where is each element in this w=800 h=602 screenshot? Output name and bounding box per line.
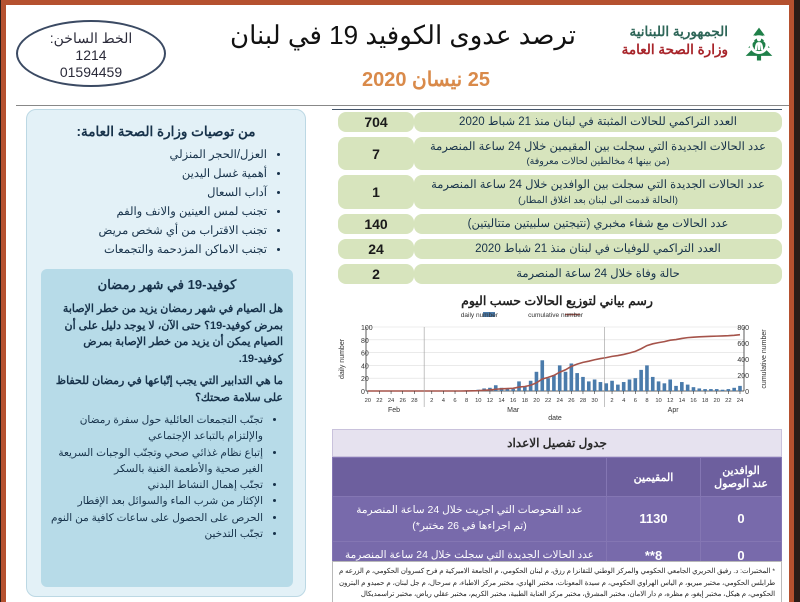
svg-text:cumulative number: cumulative number: [761, 329, 768, 389]
svg-text:0: 0: [361, 389, 365, 396]
svg-text:14: 14: [498, 398, 505, 404]
svg-text:100: 100: [361, 325, 373, 332]
svg-text:Mar: Mar: [507, 407, 520, 414]
svg-text:22: 22: [376, 398, 382, 404]
svg-text:800: 800: [737, 325, 749, 332]
svg-text:24: 24: [556, 398, 563, 404]
svg-text:28: 28: [411, 398, 417, 404]
svg-text:2: 2: [610, 398, 613, 404]
svg-text:24: 24: [388, 398, 395, 404]
svg-text:date: date: [548, 415, 562, 422]
svg-text:8: 8: [465, 398, 468, 404]
svg-text:daily number: daily number: [461, 312, 499, 319]
svg-text:200: 200: [737, 373, 749, 380]
svg-text:12: 12: [487, 398, 493, 404]
svg-text:20: 20: [714, 398, 720, 404]
svg-text:6: 6: [453, 398, 456, 404]
svg-text:26: 26: [568, 398, 574, 404]
svg-text:30: 30: [591, 398, 597, 404]
svg-text:22: 22: [545, 398, 551, 404]
svg-text:10: 10: [475, 398, 481, 404]
svg-text:20: 20: [365, 398, 371, 404]
svg-text:Feb: Feb: [388, 407, 400, 414]
svg-text:4: 4: [622, 398, 626, 404]
svg-text:20: 20: [361, 376, 369, 383]
svg-text:14: 14: [679, 398, 686, 404]
svg-text:18: 18: [702, 398, 708, 404]
svg-text:10: 10: [655, 398, 661, 404]
svg-text:400: 400: [737, 357, 749, 364]
svg-text:80: 80: [361, 338, 369, 345]
svg-text:600: 600: [737, 341, 749, 348]
svg-text:Apr: Apr: [668, 407, 680, 414]
svg-text:12: 12: [667, 398, 673, 404]
svg-text:0: 0: [745, 389, 749, 396]
svg-text:22: 22: [725, 398, 731, 404]
svg-text:6: 6: [634, 398, 637, 404]
svg-text:16: 16: [690, 398, 696, 404]
svg-text:40: 40: [361, 363, 369, 370]
svg-text:daily number: daily number: [339, 338, 346, 379]
svg-text:18: 18: [522, 398, 528, 404]
svg-text:26: 26: [399, 398, 405, 404]
svg-text:4: 4: [442, 398, 446, 404]
svg-text:24: 24: [737, 398, 744, 404]
svg-text:2: 2: [430, 398, 433, 404]
svg-text:8: 8: [645, 398, 648, 404]
svg-text:20: 20: [533, 398, 539, 404]
svg-text:28: 28: [580, 398, 586, 404]
svg-text:60: 60: [361, 351, 369, 358]
svg-text:16: 16: [510, 398, 516, 404]
svg-text:cumulative number: cumulative number: [528, 312, 584, 319]
